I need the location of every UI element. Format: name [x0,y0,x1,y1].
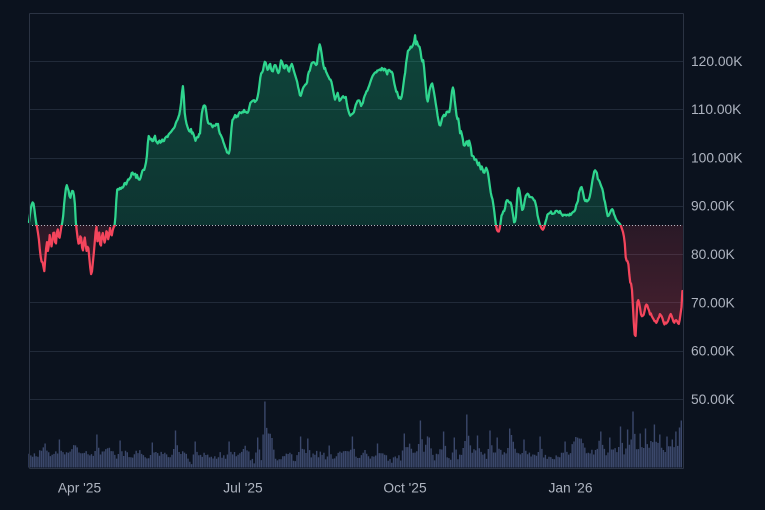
svg-text:70.00K: 70.00K [691,295,736,310]
svg-text:120.00K: 120.00K [691,54,743,69]
svg-text:Jan '26: Jan '26 [548,481,592,496]
svg-text:Jul '25: Jul '25 [223,481,263,496]
svg-text:90.00K: 90.00K [691,199,736,214]
svg-text:60.00K: 60.00K [691,344,736,359]
svg-text:50.00K: 50.00K [691,392,736,407]
svg-text:110.00K: 110.00K [691,102,742,117]
svg-text:Apr '25: Apr '25 [58,481,102,496]
svg-text:80.00K: 80.00K [691,247,736,262]
svg-text:Oct '25: Oct '25 [383,481,427,496]
svg-text:100.00K: 100.00K [691,150,743,165]
